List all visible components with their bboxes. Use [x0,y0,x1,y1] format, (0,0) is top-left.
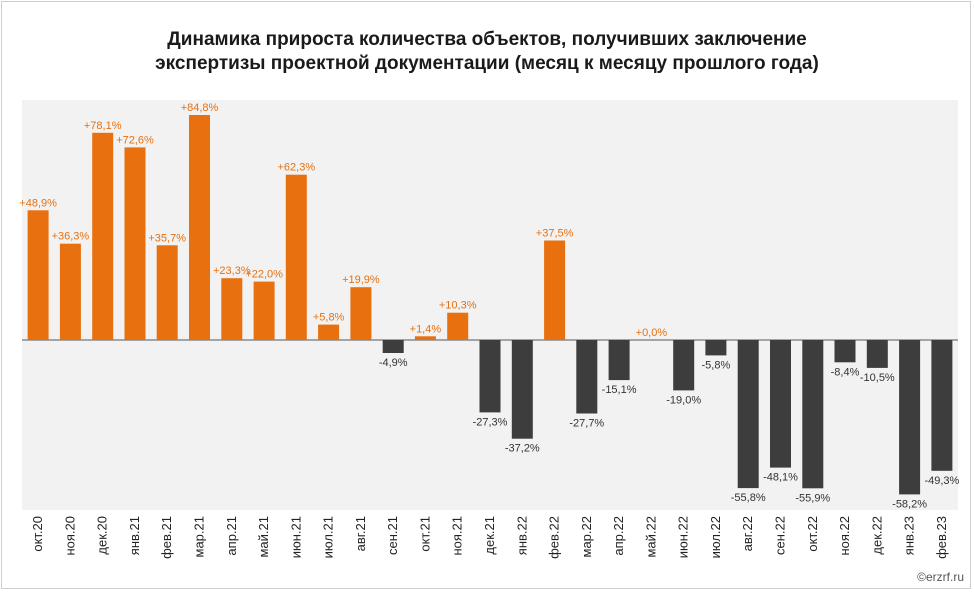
data-label: +22,0% [245,269,283,281]
bar [834,340,856,363]
chart-title: Динамика прироста количества объектов, п… [0,28,974,76]
x-tick-label: фев.22 [547,516,562,559]
data-label: -8,4% [831,366,860,378]
bar [544,240,566,340]
bar [479,340,501,413]
chart-title-line-2: экспертизы проектной документации (месяц… [155,53,819,74]
data-label: -10,5% [860,372,895,384]
chart-title-line-1: Динамика прироста количества объектов, п… [167,29,807,50]
data-label: -27,7% [569,418,604,430]
data-label: -19,0% [666,394,701,406]
plot-area [22,100,958,510]
data-label: +84,8% [181,102,219,114]
data-label: +78,1% [84,120,122,132]
bar [253,281,275,340]
x-tick-label: июл.22 [708,516,723,558]
x-tick-label: июн.22 [676,516,691,558]
data-label: +23,3% [213,265,251,277]
bar [705,340,727,356]
bar [27,210,49,340]
bar [899,340,921,495]
data-label: -37,2% [505,443,540,455]
x-tick-label: дек.22 [869,516,884,555]
bar [189,115,210,340]
x-tick-label: июн.21 [288,516,303,558]
x-tick-label: мар.22 [579,516,594,557]
x-tick-label: ноя.21 [450,516,465,556]
data-label: -49,3% [924,475,959,487]
data-label: -58,2% [892,498,927,510]
x-tick-label: ноя.22 [837,516,852,556]
data-label: -15,1% [602,384,637,396]
x-tick-label: дек.21 [482,516,497,555]
x-tick-label: янв.21 [127,516,142,555]
bar [802,340,824,489]
x-tick-label: янв.22 [514,516,529,555]
x-tick-label: май.21 [256,516,271,558]
x-tick-label: сен.21 [385,516,400,555]
x-tick-label: ноя.20 [62,516,77,556]
bar [931,340,953,471]
bar [382,340,404,353]
x-tick-label: май.22 [643,516,658,558]
data-label: -5,8% [702,359,731,371]
x-tick-label: янв.23 [902,516,917,555]
x-tick-label: окт.22 [805,516,820,552]
x-tick-label: апр.21 [224,516,239,556]
data-label: +0,0% [636,327,668,339]
x-tick-label: фев.23 [934,516,949,559]
data-label: +37,5% [536,228,574,240]
x-tick-label: окт.21 [417,516,432,552]
bar [350,287,372,340]
x-tick-label: мар.21 [192,516,207,557]
data-label: +36,3% [52,231,90,243]
bar [124,147,146,340]
x-tick-label: фев.21 [159,516,174,559]
bar [59,243,81,340]
bar [770,340,791,468]
x-tick-label: сен.22 [773,516,788,555]
bar [221,278,243,340]
data-label: +19,9% [342,274,380,286]
source-credit: ©erzrf.ru [917,570,964,584]
x-tick-label: авг.21 [353,516,368,551]
data-label: -27,3% [473,416,508,428]
bar [866,340,888,368]
bar [156,245,178,340]
data-label: +35,7% [148,232,186,244]
data-label: -55,8% [731,492,766,504]
data-label: -55,9% [795,492,830,504]
bar [285,174,307,340]
data-label: -4,9% [379,357,408,369]
bar [92,132,114,340]
data-label: +1,4% [410,323,442,335]
data-label: +5,8% [313,312,345,324]
bar [318,324,340,340]
bar [414,336,436,340]
data-label: +48,9% [19,197,57,209]
bar [576,340,598,414]
bar [447,312,469,340]
bar [608,340,630,381]
bar [737,340,759,489]
data-label: +72,6% [116,134,154,146]
data-label: +10,3% [439,300,477,312]
data-label: +62,3% [277,162,315,174]
x-tick-label: июл.21 [321,516,336,558]
data-label: -48,1% [763,472,798,484]
x-tick-label: дек.20 [95,516,110,555]
x-tick-label: апр.22 [611,516,626,556]
bar [511,340,533,439]
x-tick-label: окт.20 [30,516,45,552]
x-tick-label: авг.22 [740,516,755,551]
bar [673,340,695,391]
